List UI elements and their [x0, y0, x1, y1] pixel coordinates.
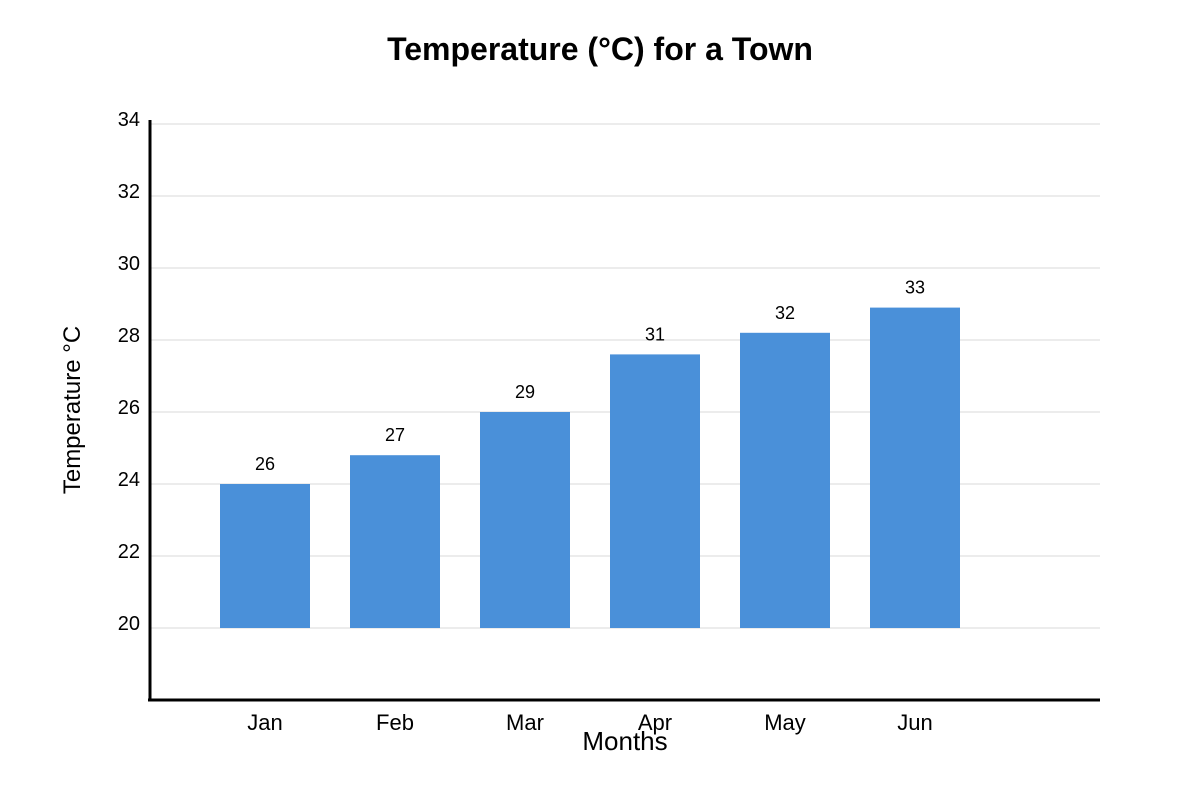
x-tick-label: Apr [638, 710, 672, 735]
y-tick-label: 32 [118, 181, 140, 203]
bars [220, 307, 960, 628]
bar-feb [350, 455, 440, 628]
bar-jun [870, 307, 960, 628]
data-label: 29 [515, 382, 535, 402]
x-tick-label: Feb [376, 710, 414, 735]
bar-jan [220, 484, 310, 628]
data-label: 27 [385, 425, 405, 445]
y-tick-label: 20 [118, 613, 140, 635]
y-axis-label: Temperature °C [59, 326, 86, 494]
bar-apr [610, 354, 700, 628]
x-tick-labels: Jan Feb Mar Apr May Jun [247, 710, 932, 735]
y-tick-label: 30 [118, 253, 140, 275]
x-tick-label: Mar [506, 710, 544, 735]
data-label: 32 [775, 303, 795, 323]
x-tick-label: Jun [897, 710, 932, 735]
bar-mar [480, 412, 570, 628]
data-label: 33 [905, 278, 925, 298]
y-tick-label: 24 [118, 469, 140, 491]
data-label: 31 [645, 324, 665, 344]
y-tick-label: 28 [118, 325, 140, 347]
y-tick-label: 34 [118, 109, 140, 131]
bar-may [740, 332, 830, 628]
x-tick-label: May [764, 710, 806, 735]
data-labels: 26 27 29 31 32 33 [255, 278, 925, 474]
chart-title: Temperature (°C) for a Town [387, 31, 813, 67]
x-tick-label: Jan [247, 710, 282, 735]
x-axis-label: Months [582, 726, 667, 756]
y-tick-label: 22 [118, 541, 140, 563]
y-tick-labels: 20 22 24 26 28 30 32 34 [118, 109, 140, 635]
y-tick-label: 26 [118, 397, 140, 419]
data-label: 26 [255, 454, 275, 474]
